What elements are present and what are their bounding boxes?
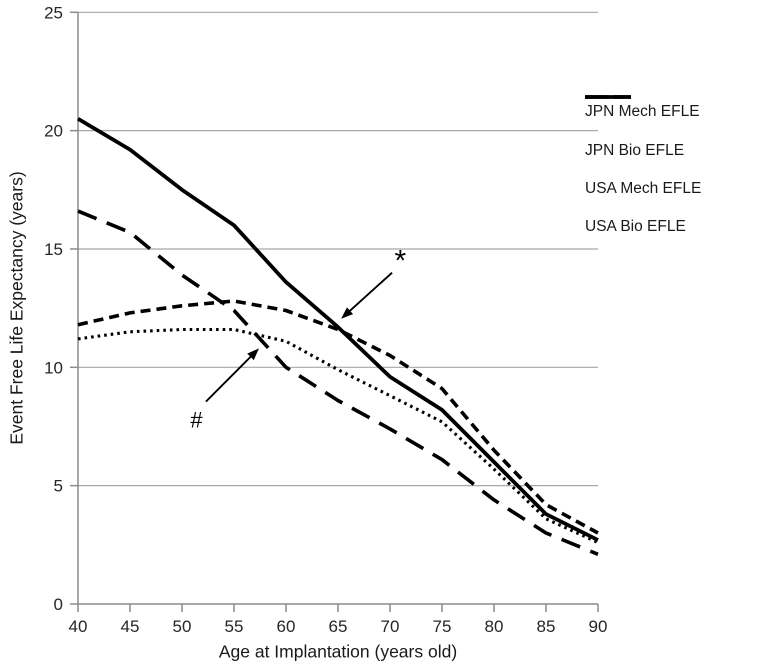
x-tick-label: 80 [485,617,504,636]
series-line-usa-bio-efle [77,327,599,544]
x-tick-label: 90 [589,617,608,636]
y-tick-label: 25 [44,3,63,22]
x-tick-label: 70 [381,617,400,636]
x-tick-label: 50 [173,617,192,636]
series-line-jpn-mech-efle [77,117,599,542]
annotation-arrowhead [247,348,259,361]
y-tick-label: 10 [44,358,63,377]
annotation-arrow-line [205,352,255,403]
y-tick-label: 0 [54,595,63,614]
x-tick-label: 45 [121,617,140,636]
legend: JPN Mech EFLE JPN Bio EFLE USA Mech EFLE… [585,93,701,247]
x-tick-label: 85 [537,617,556,636]
series-line-usa-mech-efle [77,209,599,556]
legend-item-label: JPN Bio EFLE [585,141,685,159]
legend-line-sample-dotted [585,95,631,99]
x-tick-label: 55 [225,617,244,636]
series-line-jpn-bio-efle [77,299,599,535]
y-tick-label: 20 [44,122,63,141]
x-tick-label: 60 [277,617,296,636]
y-tick-label: 5 [54,477,63,496]
annotation-symbol: * [395,244,407,277]
x-axis-title: Age at Implantation (years old) [218,641,458,662]
y-axis-title: Event Free Life Expectancy (years) [6,171,27,445]
legend-item-label: USA Mech EFLE [585,179,702,197]
legend-item-usa-mech: USA Mech EFLE [585,95,702,208]
legend-item-label: USA Bio EFLE [585,218,686,236]
legend-item-label: JPN Mech EFLE [585,103,700,121]
annotation-arrow-line [345,271,393,315]
x-tick-label: 40 [69,617,88,636]
legend-item-usa-bio: USA Bio EFLE [585,95,701,246]
x-tick-label: 65 [329,617,348,636]
x-tick-label: 75 [433,617,452,636]
annotation-arrowhead [341,307,354,319]
legend-item-jpn-bio: JPN Bio EFLE [585,95,701,169]
y-tick-label: 15 [44,240,63,259]
annotation-symbol: # [190,407,203,432]
